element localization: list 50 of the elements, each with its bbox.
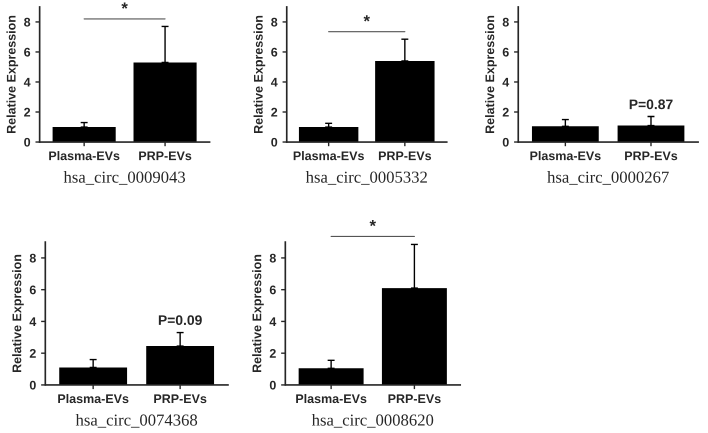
y-tick-label: 8	[30, 254, 36, 263]
x-tick-label: PRP-EVs	[154, 394, 206, 404]
y-tick-label: 8	[502, 18, 509, 27]
y-tick-label: 6	[270, 285, 276, 294]
y-axis-title: Relative Expression	[254, 16, 266, 134]
annotation: *	[121, 2, 128, 9]
y-tick-label: 6	[30, 285, 36, 294]
x-axis-title: hsa_circ_0008620	[312, 414, 434, 428]
annotation: P=0.87	[630, 99, 673, 110]
x-axis-title: hsa_circ_0009043	[64, 171, 186, 185]
y-tick-label: 6	[271, 48, 278, 57]
y-tick-label: 4	[24, 78, 31, 87]
y-axis-title: Relative Expression	[12, 254, 24, 372]
y-tick-label: 0	[502, 138, 509, 147]
y-tick-label: 4	[30, 317, 36, 326]
y-tick-label: 8	[270, 254, 276, 263]
y-tick-label: 4	[502, 78, 510, 87]
x-tick-label: PRP-EVs	[378, 152, 432, 160]
x-axis-title: hsa_circ_0000267	[547, 171, 669, 185]
y-tick-label: 8	[271, 18, 278, 27]
y-tick-label: 6	[502, 48, 509, 57]
y-tick-label: 0	[271, 138, 278, 147]
x-axis-title: hsa_circ_0074368	[76, 414, 198, 428]
y-tick-label: 2	[270, 348, 276, 358]
x-axis-title: hsa_circ_0005332	[306, 171, 427, 185]
y-tick-label: 4	[270, 78, 278, 87]
x-tick-label: PRP-EVs	[139, 152, 192, 160]
x-tick-label: Plasma-EVs	[58, 394, 128, 404]
y-tick-label: 0	[30, 380, 36, 390]
y-tick-label: 8	[24, 18, 30, 27]
x-tick-label: Plasma-EVs	[530, 151, 601, 160]
y-tick-label: 2	[30, 348, 36, 358]
x-tick-label: PRP-EVs	[388, 394, 441, 404]
y-tick-label: 4	[270, 317, 276, 326]
y-tick-label: 0	[270, 380, 276, 390]
y-tick-label: 2	[502, 108, 509, 117]
x-tick-label: Plasma-EVs	[294, 151, 364, 160]
x-tick-label: Plasma-EVs	[49, 151, 120, 160]
annotation: *	[364, 15, 370, 22]
y-axis-title: Relative Expression	[6, 16, 18, 134]
y-tick-label: 2	[271, 108, 278, 117]
x-tick-label: Plasma-EVs	[296, 394, 366, 404]
y-tick-label: 0	[24, 138, 30, 147]
y-tick-label: 6	[24, 48, 30, 57]
text: *	[370, 220, 376, 226]
y-axis-title: Relative Expression	[252, 254, 264, 372]
y-tick-label: 2	[24, 108, 30, 117]
x-tick-label: PRP-EVs	[625, 152, 678, 160]
y-axis-title: Relative Expression	[485, 16, 497, 134]
annotation: P=0.09	[158, 315, 202, 326]
